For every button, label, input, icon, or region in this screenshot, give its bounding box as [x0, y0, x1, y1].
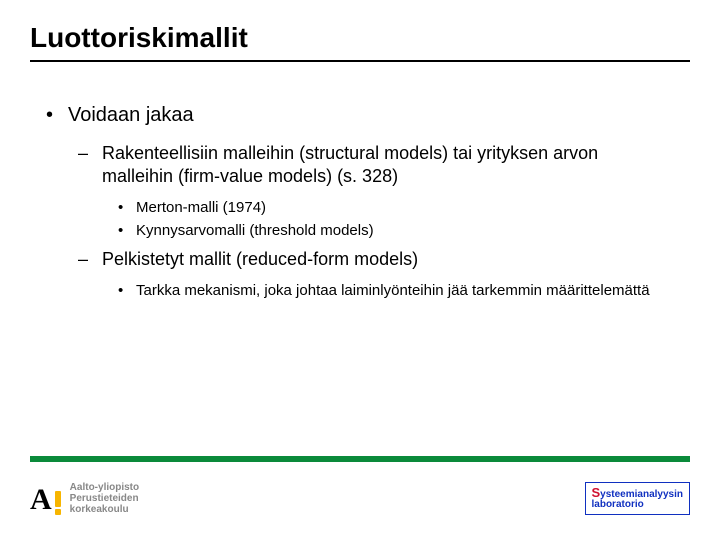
- bullet-text: Rakenteellisiin malleihin (structural mo…: [102, 142, 662, 188]
- bullet-text: Merton-malli (1974): [136, 198, 266, 217]
- aalto-line2: Perustieteiden: [70, 493, 139, 504]
- slide-title: Luottoriskimallit: [30, 22, 690, 54]
- bullet-level1: • Voidaan jakaa: [40, 102, 690, 128]
- aalto-letter: A: [30, 485, 52, 515]
- bullet-level3: • Merton-malli (1974): [40, 198, 690, 217]
- aalto-text: Aalto-yliopisto Perustieteiden korkeakou…: [70, 482, 139, 515]
- sal-rest1: ysteemianalyysin: [600, 489, 683, 500]
- sal-line1: Systeemianalyysin: [592, 486, 684, 501]
- aalto-mark-icon: A: [30, 481, 62, 515]
- bullet-dot-icon: •: [118, 281, 136, 300]
- bullet-text: Kynnysarvomalli (threshold models): [136, 221, 374, 240]
- aalto-exclamation-icon: [54, 491, 62, 515]
- bullet-text: Tarkka mekanismi, joka johtaa laiminlyön…: [136, 281, 650, 300]
- footer-accent-bar: [30, 456, 690, 462]
- aalto-logo: A Aalto-yliopisto Perustieteiden korkeak…: [30, 481, 139, 515]
- bullet-text: Voidaan jakaa: [68, 102, 194, 128]
- aalto-line1: Aalto-yliopisto: [70, 482, 139, 493]
- bullet-level3: • Kynnysarvomalli (threshold models): [40, 221, 690, 240]
- bullet-level3: • Tarkka mekanismi, joka johtaa laiminly…: [40, 281, 690, 300]
- sal-line2: laboratorio: [592, 500, 684, 511]
- bullet-dot-icon: •: [118, 221, 136, 240]
- slide-content: • Voidaan jakaa – Rakenteellisiin mallei…: [30, 102, 690, 300]
- bullet-dot-icon: •: [118, 198, 136, 217]
- footer-logos: A Aalto-yliopisto Perustieteiden korkeak…: [30, 474, 690, 522]
- dash-icon: –: [78, 142, 102, 188]
- aalto-line3: korkeakoulu: [70, 504, 139, 515]
- bullet-level2: – Rakenteellisiin malleihin (structural …: [40, 142, 690, 188]
- slide: Luottoriskimallit • Voidaan jakaa – Rake…: [0, 0, 720, 540]
- sal-s-letter: S: [592, 485, 601, 500]
- title-underline: [30, 60, 690, 62]
- bullet-text: Pelkistetyt mallit (reduced-form models): [102, 248, 418, 271]
- bullet-dot-icon: •: [40, 102, 68, 128]
- dash-icon: –: [78, 248, 102, 271]
- bullet-level2: – Pelkistetyt mallit (reduced-form model…: [40, 248, 690, 271]
- sal-logo: Systeemianalyysin laboratorio: [585, 482, 691, 515]
